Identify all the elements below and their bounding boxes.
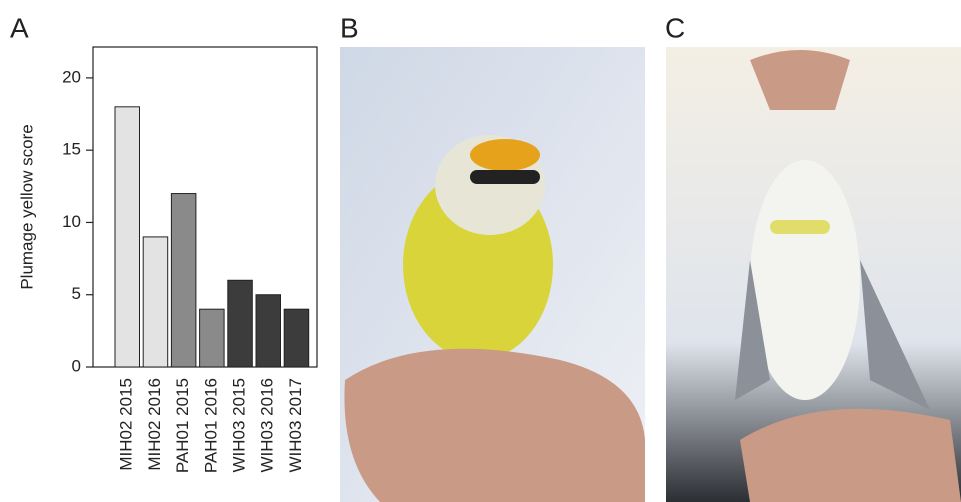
y-tick-label: 15 — [62, 140, 81, 159]
bar — [114, 106, 140, 368]
y-tick-label: 20 — [62, 67, 81, 86]
bar — [142, 236, 169, 368]
y-tick-label: 10 — [62, 212, 81, 231]
y-axis-label: Plumage yellow score — [17, 124, 36, 289]
x-tick-label: WIH03 2016 — [258, 378, 277, 473]
bar-chart: Plumage yellow score 0 5 10 15 20 MIH02 2015 M… — [17, 46, 318, 473]
x-tick-label: WIH03 2017 — [286, 378, 305, 473]
x-tick-label: MIH02 2016 — [145, 378, 164, 471]
y-tick-label: 5 — [72, 284, 81, 303]
y-tick-label: 0 — [72, 356, 81, 375]
x-tick-label: PAH01 2015 — [173, 378, 192, 473]
panel-label: C — [665, 12, 685, 43]
bar — [283, 308, 310, 368]
x-tick-label: WIH03 2015 — [230, 378, 249, 473]
panel-label: B — [340, 12, 359, 43]
x-tick-label: MIH02 2015 — [117, 378, 136, 471]
x-tick-label: PAH01 2016 — [201, 378, 220, 473]
bar — [227, 279, 253, 368]
photo-c — [666, 47, 961, 502]
bar — [170, 193, 197, 368]
bar — [255, 294, 281, 368]
photo-b — [340, 47, 645, 502]
bar — [199, 308, 225, 368]
panel-label: A — [10, 12, 29, 43]
